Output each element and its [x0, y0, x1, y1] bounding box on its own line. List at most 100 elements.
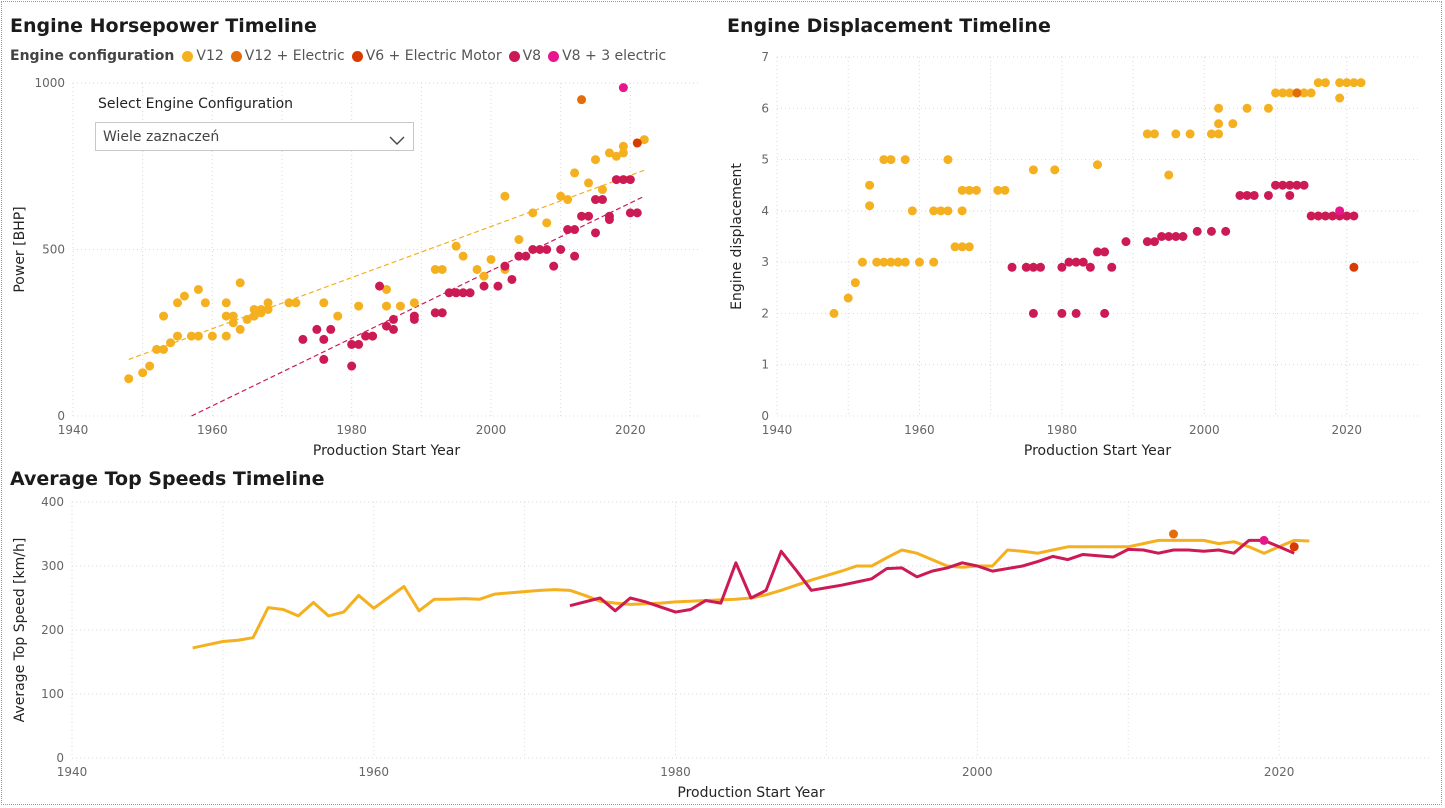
disp-point-v8: [1028, 262, 1038, 272]
disp-point-v8: [1192, 226, 1202, 236]
disp-y-axis-label: Engine displacement: [729, 163, 745, 310]
disp-point-v12: [1171, 129, 1181, 139]
disp-point-v12: [1349, 78, 1359, 88]
disp-point-v12: [1313, 78, 1323, 88]
hp-point-v8: [514, 251, 524, 261]
legend-marker-v12-electric: [230, 50, 242, 62]
legend-label-v8: V8: [522, 48, 542, 64]
hp-point-v12: [514, 235, 524, 245]
hp-point-v12: [159, 344, 169, 354]
engine-configuration-dropdown[interactable]: Wiele zaznaczeń: [95, 122, 414, 151]
hp-point-v8: [535, 245, 545, 254]
hp-trendline-v12: [128, 169, 645, 360]
hp-point-v8: [409, 311, 419, 321]
disp-point-v8: [1206, 226, 1216, 236]
disp-x-tick-label: 2020: [1332, 423, 1363, 437]
speed-series-line-v8: [569, 538, 1295, 614]
hp-point-v12: [437, 264, 447, 274]
hp-point-v12: [221, 298, 231, 308]
hp-point-v12: [152, 344, 162, 354]
legend-item-v6-electric-motor[interactable]: V6 + Electric Motor: [351, 48, 502, 64]
disp-point-v12: [1306, 88, 1316, 98]
disp-point-v12: [872, 257, 882, 267]
hp-point-v8: [591, 195, 600, 205]
hp-point-v12: [263, 304, 273, 314]
disp-point-v8: [1078, 257, 1088, 267]
hp-point-v12: [145, 361, 155, 371]
disp-point-v12: [1028, 165, 1038, 175]
hp-point-v8: [319, 354, 329, 364]
hp-point-v12: [207, 331, 217, 341]
hp-x-axis-label: Production Start Year: [313, 443, 460, 459]
disp-point-v8: [1242, 190, 1252, 200]
hp-point-v12: [228, 318, 238, 328]
hp-point-v12: [409, 298, 419, 308]
disp-point-v8: [1328, 211, 1338, 221]
speed-x-tick-label: 1960: [359, 765, 390, 779]
disp-point-v8: [1142, 237, 1152, 247]
hp-point-v8: [298, 334, 308, 344]
hp-point-v8: [465, 288, 475, 298]
speed-point-v6-electric-motor: [1289, 542, 1299, 552]
hp-point-v8: [382, 321, 391, 331]
disp-point-v8: [1064, 257, 1074, 267]
disp-point-v12: [907, 206, 917, 216]
disp-point-v8: [1306, 211, 1316, 221]
disp-point-v12: [865, 201, 875, 211]
legend-item-v8-3-electric[interactable]: V8 + 3 electric: [548, 48, 666, 64]
disp-point-v12: [865, 180, 875, 190]
hp-point-v12: [382, 301, 391, 311]
disp-point-v8: [1313, 211, 1323, 221]
hp-y-tick-label: 500: [42, 243, 65, 257]
hp-point-v12: [263, 298, 273, 308]
hp-x-tick-label: 2000: [476, 423, 507, 437]
hp-point-v8: [591, 228, 600, 238]
speed-x-tick-label: 2020: [1264, 765, 1295, 779]
speed-x-tick-label: 1980: [660, 765, 691, 779]
disp-point-v8: [1271, 180, 1281, 190]
hp-point-v12: [124, 374, 134, 384]
disp-point-v12: [957, 206, 967, 216]
disp-point-v12: [1214, 129, 1224, 139]
speed-point-v12-electric: [1168, 529, 1178, 539]
disp-point-v12: [1206, 129, 1216, 139]
hp-point-v8: [500, 261, 510, 271]
disp-point-v8: [1164, 232, 1174, 241]
disp-point-v8: [1249, 190, 1259, 200]
disp-point-v8: [1100, 308, 1110, 318]
chevron-down-icon[interactable]: [389, 131, 405, 150]
disp-point-v12: [1093, 160, 1102, 170]
disp-point-v8: [1221, 226, 1231, 236]
hp-point-v12: [618, 148, 628, 158]
speed-y-tick-label: 300: [41, 559, 64, 573]
hp-point-v8: [354, 339, 364, 349]
disp-point-v12: [1335, 93, 1345, 103]
disp-point-v12: [1185, 129, 1195, 139]
hp-point-v8: [444, 288, 454, 298]
speed-y-tick-label: 0: [56, 751, 64, 765]
disp-y-tick-label: 1: [761, 358, 769, 372]
speed-x-tick-label: 1940: [57, 765, 88, 779]
legend-marker-v6-electric-motor: [351, 50, 363, 62]
speed-y-tick-label: 100: [41, 687, 64, 701]
hp-point-v8: [556, 245, 566, 254]
disp-point-v12: [1356, 78, 1366, 88]
disp-point-v12: [1342, 78, 1352, 88]
hp-point-v12: [604, 148, 614, 158]
legend-item-v8[interactable]: V8: [508, 48, 542, 64]
hp-point-v8: [347, 361, 357, 371]
disp-point-v12: [1149, 129, 1159, 139]
legend-item-v12-electric[interactable]: V12 + Electric: [230, 48, 345, 64]
slicer-title: Select Engine Configuration: [98, 96, 294, 112]
hp-point-v12: [354, 301, 364, 311]
disp-point-v12: [857, 257, 867, 267]
disp-y-tick-label: 7: [761, 50, 769, 64]
hp-point-v8: [563, 225, 573, 235]
hp-point-v8: [618, 175, 628, 185]
disp-point-v12: [1263, 103, 1273, 113]
legend-item-v12[interactable]: V12: [182, 48, 224, 64]
hp-y-tick-label: 1000: [34, 76, 65, 90]
speed-series-line-v12: [192, 538, 1310, 650]
hp-point-v12: [333, 311, 343, 321]
